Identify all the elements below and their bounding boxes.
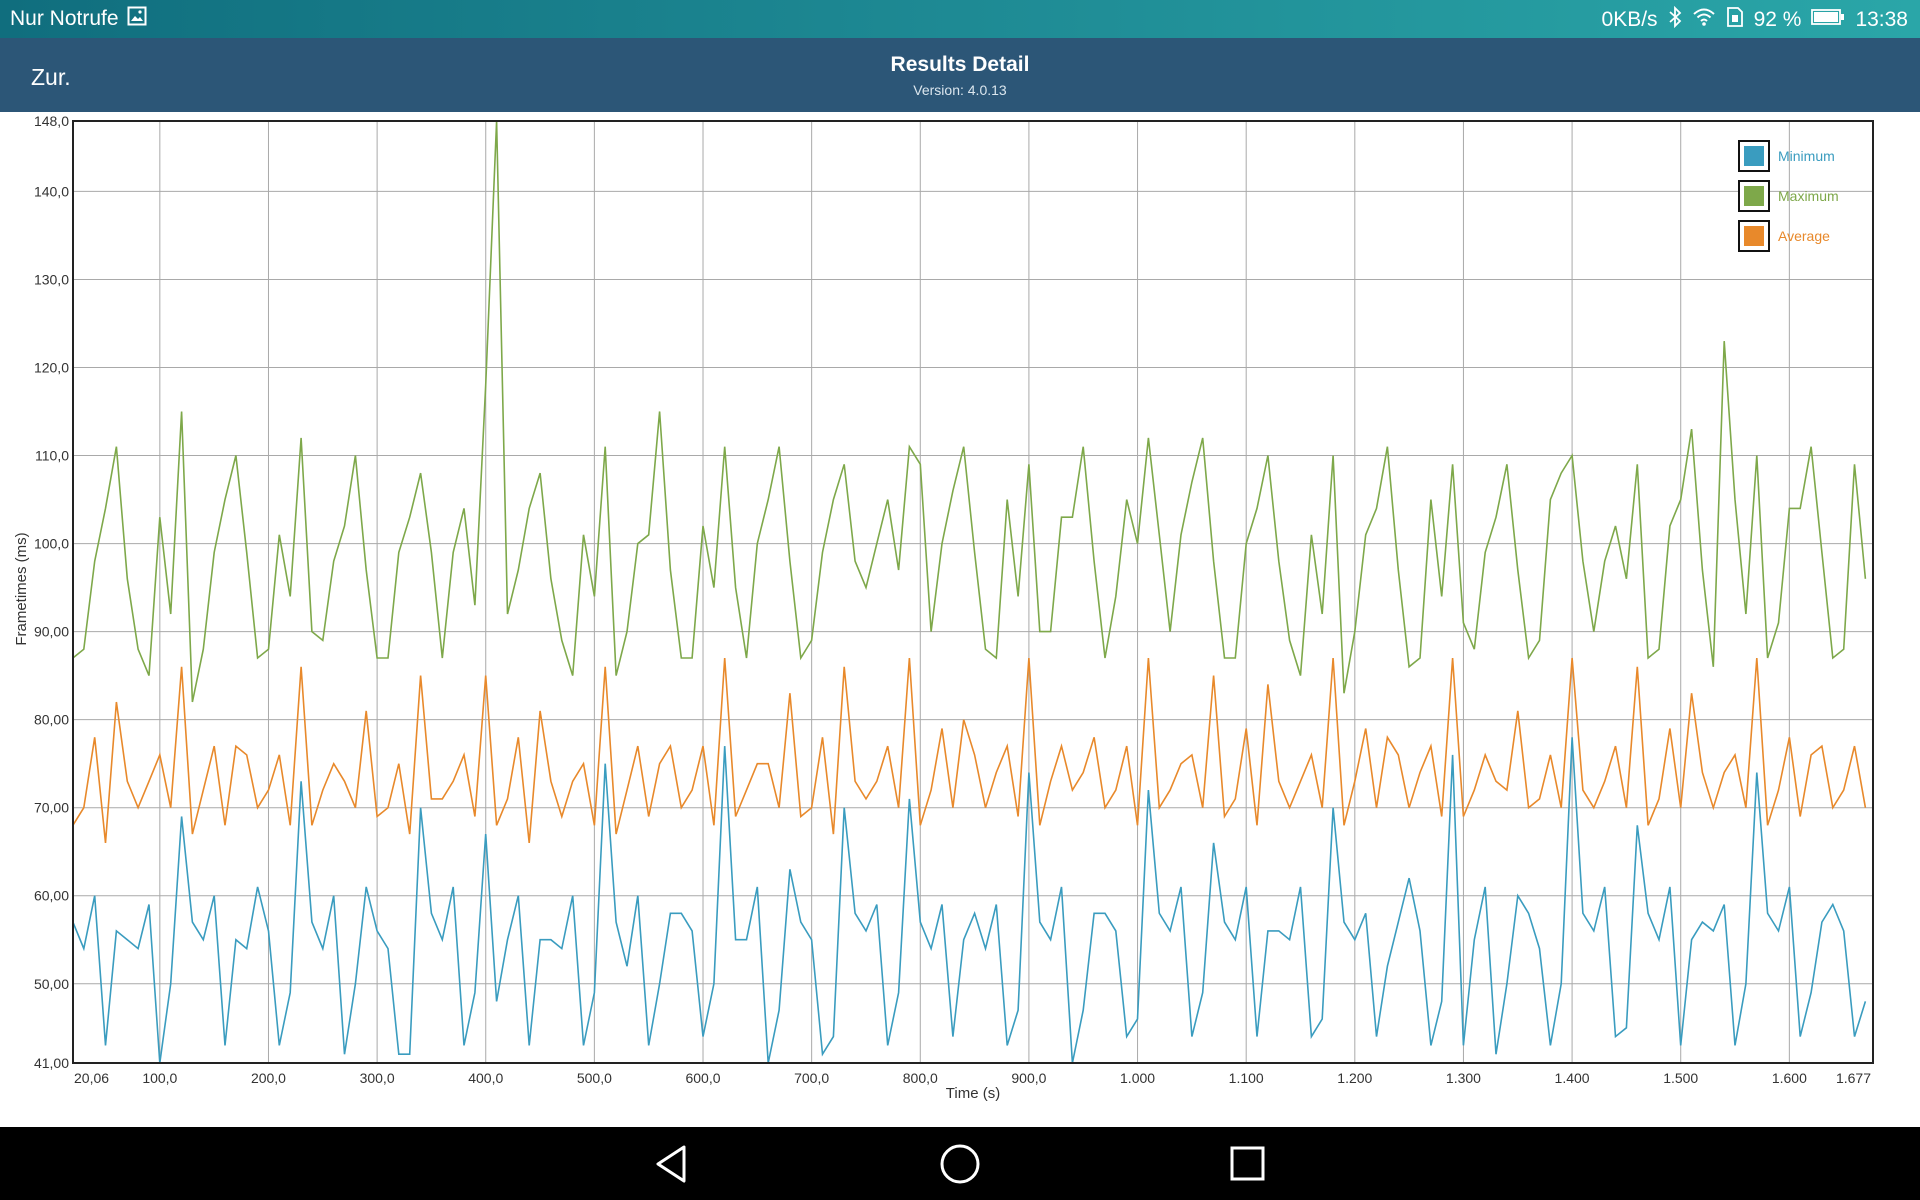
x-tick-labels: 20,06 100,0 200,0 300,0 400,0 500,0 600,0 700,0… [74, 1070, 1871, 1086]
back-button[interactable]: Zur. [31, 64, 71, 90]
x-tick-label: 1.200 [1337, 1070, 1372, 1086]
legend-label-average: Average [1778, 228, 1830, 244]
x-tick-label: 200,0 [251, 1070, 286, 1086]
net-speed-label: 0KB/s [1601, 8, 1658, 31]
status-bar-right: 0KB/s 92 % 13:38 [1601, 5, 1908, 34]
home-circle-icon[interactable] [937, 1141, 983, 1192]
plot-frame [72, 120, 1874, 1064]
x-tick-label: 1.100 [1229, 1070, 1264, 1086]
status-bar-left: Nur Notrufe [10, 6, 147, 32]
back-triangle-icon[interactable] [650, 1141, 696, 1192]
x-tick-label: 100,0 [142, 1070, 177, 1086]
y-tick-label: 130,0 [34, 271, 69, 287]
x-tick-label: 700,0 [794, 1070, 829, 1086]
y-tick-label: 41,00 [34, 1055, 69, 1071]
x-tick-label: 1.000 [1120, 1070, 1155, 1086]
y-tick-label: 100,0 [34, 536, 69, 552]
x-tick-label: 300,0 [360, 1070, 395, 1086]
sim-icon [1726, 6, 1744, 34]
y-tick-label: 90,00 [34, 624, 69, 640]
page-title: Results Detail [890, 53, 1030, 76]
wifi-icon [1692, 7, 1716, 33]
legend-label-maximum: Maximum [1778, 188, 1839, 204]
legend-swatch-average [1744, 226, 1764, 246]
x-tick-label: 1.600 [1772, 1070, 1807, 1086]
status-bar: Nur Notrufe 0KB/s 92 % 13:38 [0, 0, 1920, 38]
battery-percent-label: 92 % [1753, 8, 1802, 31]
x-tick-label: 400,0 [468, 1070, 503, 1086]
y-tick-labels: 41,00 50,00 60,00 70,00 80,00 90,00 100,0 110,0… [34, 113, 69, 1071]
app-bar: Zur. Results Detail Version: 4.0.13 [0, 38, 1920, 112]
y-tick-label: 70,00 [34, 800, 69, 816]
y-tick-label: 60,00 [34, 888, 69, 904]
series-line-average [72, 657, 1867, 843]
series-line-minimum [72, 737, 1867, 1064]
chart-series [72, 120, 1867, 1064]
chart-legend: Minimum Maximum Average [1738, 140, 1839, 252]
battery-icon [1811, 8, 1845, 32]
y-tick-label: 148,0 [34, 113, 69, 129]
recents-square-icon[interactable] [1224, 1141, 1270, 1192]
y-axis-label: Frametimes (ms) [13, 532, 30, 645]
legend-swatch-maximum [1744, 186, 1764, 206]
x-tick-label: 600,0 [685, 1070, 720, 1086]
frametimes-chart: 41,00 50,00 60,00 70,00 80,00 90,00 100,0 110,0… [0, 112, 1920, 1126]
version-label: Version: 4.0.13 [913, 82, 1007, 98]
x-tick-label: 1.677 [1836, 1070, 1871, 1086]
legend-label-minimum: Minimum [1778, 148, 1835, 164]
x-axis-label: Time (s) [946, 1085, 1000, 1102]
x-tick-label: 1.400 [1555, 1070, 1590, 1086]
y-tick-label: 50,00 [34, 976, 69, 992]
carrier-label: Nur Notrufe [10, 7, 119, 30]
x-tick-label: 1.500 [1663, 1070, 1698, 1086]
bluetooth-icon [1668, 5, 1682, 34]
navigation-bar [0, 1127, 1920, 1200]
series-line-maximum [72, 120, 1867, 703]
x-tick-label: 900,0 [1011, 1070, 1046, 1086]
y-tick-label: 120,0 [34, 360, 69, 376]
y-tick-label: 80,00 [34, 712, 69, 728]
x-tick-label: 1.300 [1446, 1070, 1481, 1086]
gallery-icon [127, 6, 147, 32]
x-tick-label: 500,0 [577, 1070, 612, 1086]
x-tick-label: 20,06 [74, 1070, 109, 1086]
clock-label: 13:38 [1855, 8, 1908, 31]
legend-swatch-minimum [1744, 146, 1764, 166]
y-tick-label: 140,0 [34, 183, 69, 199]
x-tick-label: 800,0 [903, 1070, 938, 1086]
y-tick-label: 110,0 [35, 448, 69, 464]
